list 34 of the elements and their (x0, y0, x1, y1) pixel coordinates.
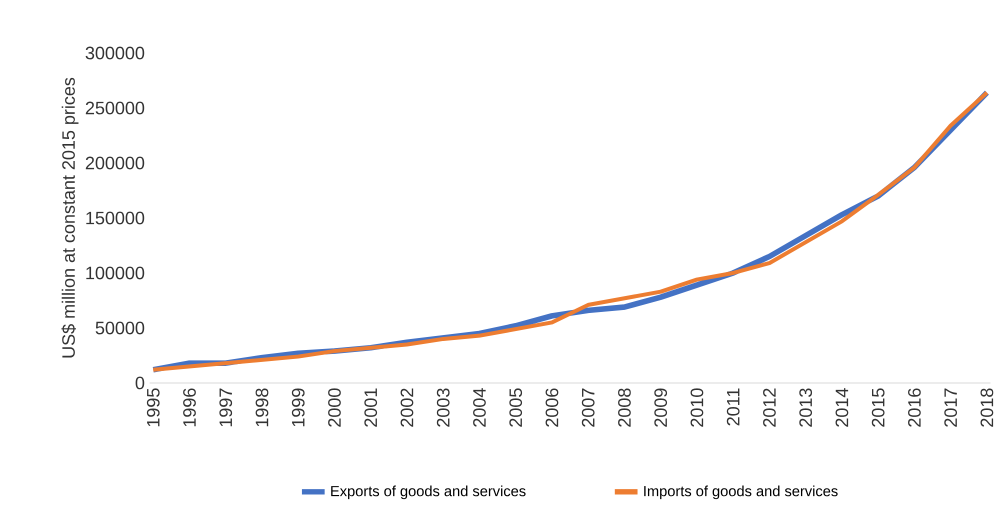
y-tick-label: 100000 (86, 266, 144, 280)
x-tick-label: 2014 (836, 388, 848, 427)
x-tick-label: 1995 (146, 388, 160, 426)
y-tick-label: 150000 (86, 212, 144, 224)
x-tick-label: 2018 (980, 388, 994, 427)
y-tick-label: 300000 (86, 46, 144, 60)
x-tick-label: 2005 (509, 388, 522, 427)
x-tick-label: 2002 (400, 388, 414, 427)
x-tick-label: 1999 (292, 388, 305, 426)
x-tick-label: 2011 (726, 388, 740, 426)
x-tick-label: 2004 (473, 388, 486, 427)
x-tick-label: 2006 (546, 388, 558, 427)
y-tick-label: 250000 (86, 102, 144, 114)
x-tick-label: 2015 (872, 388, 885, 427)
y-axis-title: US$ million at constant 2015 prices (61, 78, 78, 358)
x-tick-label: 2017 (944, 388, 958, 427)
x-tick-label: 1997 (219, 388, 232, 426)
y-tick-label: 50000 (96, 322, 144, 334)
y-tick-label: 200000 (86, 156, 144, 170)
x-tick-label: 2012 (763, 388, 776, 427)
x-tick-label: 2013 (799, 388, 812, 427)
y-tick-label: 0 (136, 376, 144, 390)
x-tick-label: 2010 (690, 388, 704, 427)
legend-label: Imports of goods and services (644, 486, 838, 500)
x-tick-label: 2016 (908, 388, 921, 427)
x-tick-label: 1998 (256, 388, 268, 426)
x-tick-label: 2000 (328, 388, 341, 427)
x-tick-label: 2009 (654, 388, 668, 427)
x-tick-label: 2007 (582, 388, 595, 427)
x-tick-label: 2001 (364, 388, 378, 427)
legend-label: Exports of goods and services (331, 486, 526, 500)
x-tick-label: 2008 (618, 388, 631, 427)
x-tick-label: 1996 (183, 388, 196, 426)
x-tick-label: 2003 (436, 388, 450, 427)
